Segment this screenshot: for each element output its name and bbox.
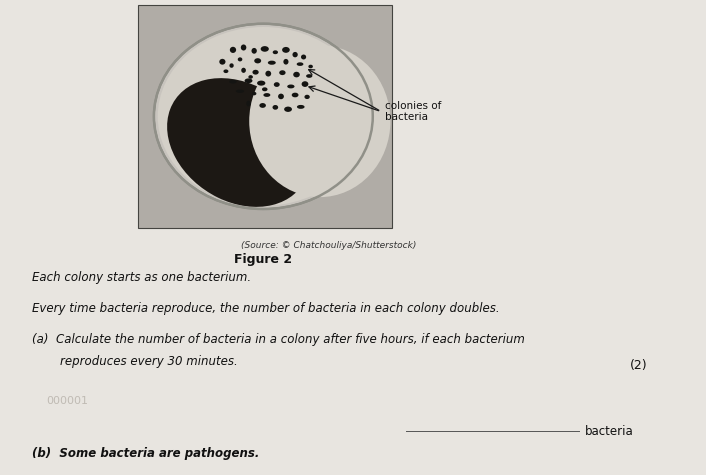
Ellipse shape [264,92,270,98]
Ellipse shape [292,53,298,57]
Text: bacteria: bacteria [585,425,633,438]
Ellipse shape [299,105,303,109]
Ellipse shape [241,45,246,50]
Text: colonies of
bacteria: colonies of bacteria [385,101,441,123]
Ellipse shape [282,48,290,52]
Ellipse shape [251,49,257,53]
Ellipse shape [246,101,251,106]
Ellipse shape [305,73,313,79]
Ellipse shape [252,70,259,75]
Ellipse shape [286,107,290,111]
Ellipse shape [268,61,275,65]
Ellipse shape [272,50,279,54]
Ellipse shape [157,27,369,206]
Text: (a)  Calculate the number of bacteria in a colony after five hours, if each bact: (a) Calculate the number of bacteria in … [32,333,525,346]
Ellipse shape [167,78,310,207]
Ellipse shape [231,47,235,53]
Ellipse shape [279,71,286,75]
Ellipse shape [237,57,243,62]
Ellipse shape [247,74,254,80]
Ellipse shape [236,89,244,94]
Ellipse shape [258,81,265,85]
Ellipse shape [271,105,280,109]
Text: (Source: © Chatchouliya/Shutterstock): (Source: © Chatchouliya/Shutterstock) [241,241,416,250]
Text: 000001: 000001 [46,396,88,407]
Bar [138,5,392,228]
Text: (b)  Some bacteria are pathogens.: (b) Some bacteria are pathogens. [32,447,259,460]
Ellipse shape [307,64,314,69]
Ellipse shape [288,84,294,89]
Text: Each colony starts as one bacterium.: Each colony starts as one bacterium. [32,271,251,285]
Ellipse shape [275,83,279,86]
Ellipse shape [265,71,272,76]
Text: Every time bacteria reproduce, the number of bacteria in each colony doubles.: Every time bacteria reproduce, the numbe… [32,302,499,315]
Ellipse shape [282,59,289,64]
Text: (2): (2) [630,359,647,372]
Ellipse shape [277,95,285,98]
Ellipse shape [249,45,390,197]
Text: Figure 2: Figure 2 [234,253,292,266]
Ellipse shape [303,94,311,100]
Ellipse shape [255,58,261,63]
Ellipse shape [262,46,268,52]
Text: reproduces every 30 minutes.: reproduces every 30 minutes. [60,354,238,368]
Ellipse shape [250,91,258,96]
Ellipse shape [154,24,373,209]
Ellipse shape [240,67,247,73]
Ellipse shape [258,104,267,107]
Ellipse shape [261,87,269,92]
Ellipse shape [293,72,300,77]
Ellipse shape [229,80,237,84]
Ellipse shape [218,59,227,64]
Ellipse shape [301,55,306,59]
Ellipse shape [222,69,229,74]
Ellipse shape [245,78,252,83]
Ellipse shape [292,93,298,97]
Ellipse shape [229,63,234,68]
Ellipse shape [301,81,309,87]
Ellipse shape [297,62,303,66]
